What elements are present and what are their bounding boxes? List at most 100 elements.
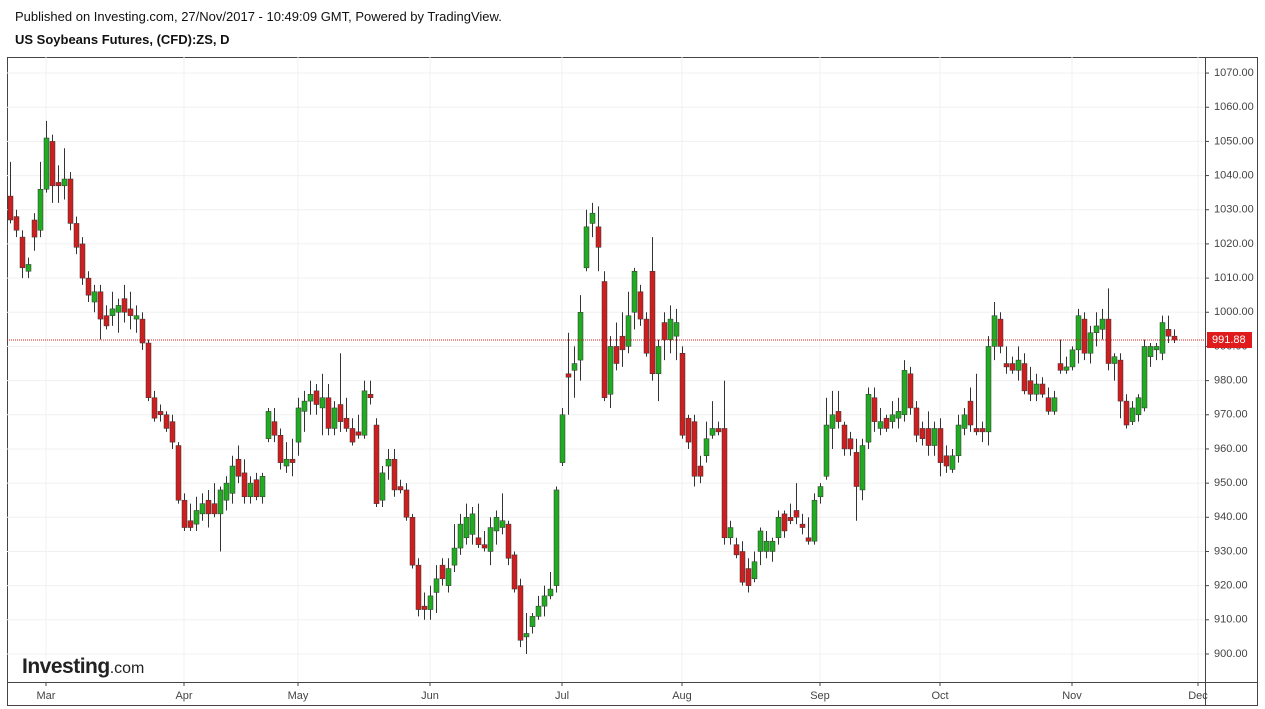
candle-body xyxy=(853,452,860,487)
candle-body xyxy=(1135,397,1142,416)
candle-body xyxy=(763,540,770,552)
candle-body xyxy=(373,424,380,504)
y-tick-label: 1010.00 xyxy=(1214,272,1254,284)
candle-body xyxy=(217,489,224,515)
candle-body xyxy=(487,527,494,552)
candle-body xyxy=(1093,325,1100,334)
candle-body xyxy=(307,394,314,402)
candle-body xyxy=(973,428,980,433)
candle-body xyxy=(541,595,548,607)
candle-body xyxy=(37,188,44,231)
candle-body xyxy=(193,510,200,525)
last-price-label: 991.88 xyxy=(1212,334,1246,346)
candle-body xyxy=(901,370,908,416)
candle-body xyxy=(835,411,842,422)
y-tick-label: 1060.00 xyxy=(1214,101,1254,113)
candle-body xyxy=(481,544,488,549)
candle-body xyxy=(757,530,764,552)
candle-body xyxy=(949,455,956,470)
y-tick-label: 970.00 xyxy=(1214,409,1248,421)
y-tick-label: 1070.00 xyxy=(1214,67,1254,79)
candle-body xyxy=(241,472,248,498)
candle-body xyxy=(253,479,260,498)
candle-body xyxy=(571,363,578,371)
candle-body xyxy=(103,315,110,327)
x-tick-label: Jun xyxy=(421,690,439,702)
candle-body xyxy=(1087,332,1094,354)
candle-body xyxy=(673,322,680,337)
candle-body xyxy=(517,585,524,641)
candle-body xyxy=(823,424,830,477)
logo-name: Investing xyxy=(22,655,110,678)
candle-body xyxy=(469,513,476,535)
x-tick-label: Oct xyxy=(931,690,948,702)
y-tick-label: 930.00 xyxy=(1214,545,1248,557)
candle-body xyxy=(793,510,800,518)
candle-body xyxy=(331,407,338,429)
candle-body xyxy=(1045,397,1052,412)
x-tick-label: Aug xyxy=(672,690,692,702)
candle-body xyxy=(451,547,458,566)
candle-body xyxy=(745,568,752,586)
candle-body xyxy=(643,318,650,354)
candle-body xyxy=(397,486,404,491)
candle-body xyxy=(355,431,362,436)
candle-body xyxy=(49,141,56,187)
candle-body xyxy=(433,578,440,593)
candle-body xyxy=(619,335,626,351)
candle-body xyxy=(1069,349,1076,368)
candle-body xyxy=(715,428,722,433)
candle-body xyxy=(283,458,290,467)
candle-body xyxy=(955,424,962,457)
candle-body xyxy=(1117,359,1124,402)
candle-body xyxy=(847,438,854,450)
candle-body xyxy=(781,513,788,532)
candle-body xyxy=(349,428,356,443)
candle-body xyxy=(199,503,206,515)
x-tick-label: Apr xyxy=(175,690,192,702)
candle-body xyxy=(1123,400,1130,426)
y-tick-label: 920.00 xyxy=(1214,580,1248,592)
candle-body xyxy=(109,308,116,316)
candle-body xyxy=(601,281,608,398)
candle-body xyxy=(289,458,296,463)
candle-body xyxy=(79,243,86,279)
candle-body xyxy=(637,291,644,320)
candle-body xyxy=(577,312,584,361)
candle-body xyxy=(721,428,728,539)
candle-body xyxy=(1165,329,1172,337)
candle-body xyxy=(697,465,704,477)
chart-title: US Soybeans Futures, (CFD):ZS, D xyxy=(15,32,230,47)
candle-body xyxy=(667,318,674,340)
y-tick-label: 1020.00 xyxy=(1214,238,1254,250)
candle-body xyxy=(991,315,998,347)
candle-body xyxy=(295,407,302,443)
candle-body xyxy=(583,226,590,269)
candle-body xyxy=(1129,407,1136,422)
candle-body xyxy=(1081,318,1088,354)
candle-body xyxy=(1141,346,1148,409)
candle-body xyxy=(19,236,26,269)
candle-body xyxy=(811,499,818,542)
candle-body xyxy=(685,417,692,443)
candle-body xyxy=(25,264,32,272)
candle-body xyxy=(319,397,326,409)
y-tick-label: 900.00 xyxy=(1214,648,1248,660)
candle-body xyxy=(913,407,920,436)
candle-body xyxy=(391,458,398,491)
x-tick-label: Jul xyxy=(555,690,569,702)
candle-body xyxy=(709,428,716,436)
candle-body xyxy=(463,517,470,539)
candle-body xyxy=(883,417,890,429)
candle-body xyxy=(547,588,554,597)
candle-body xyxy=(925,428,932,446)
candle-body xyxy=(1015,359,1022,371)
candle-body xyxy=(1111,356,1118,364)
candle-body xyxy=(1009,363,1016,371)
candle-body xyxy=(43,137,50,190)
candle-body xyxy=(1027,380,1034,395)
candle-body xyxy=(997,318,1004,347)
y-tick-label: 960.00 xyxy=(1214,443,1248,455)
